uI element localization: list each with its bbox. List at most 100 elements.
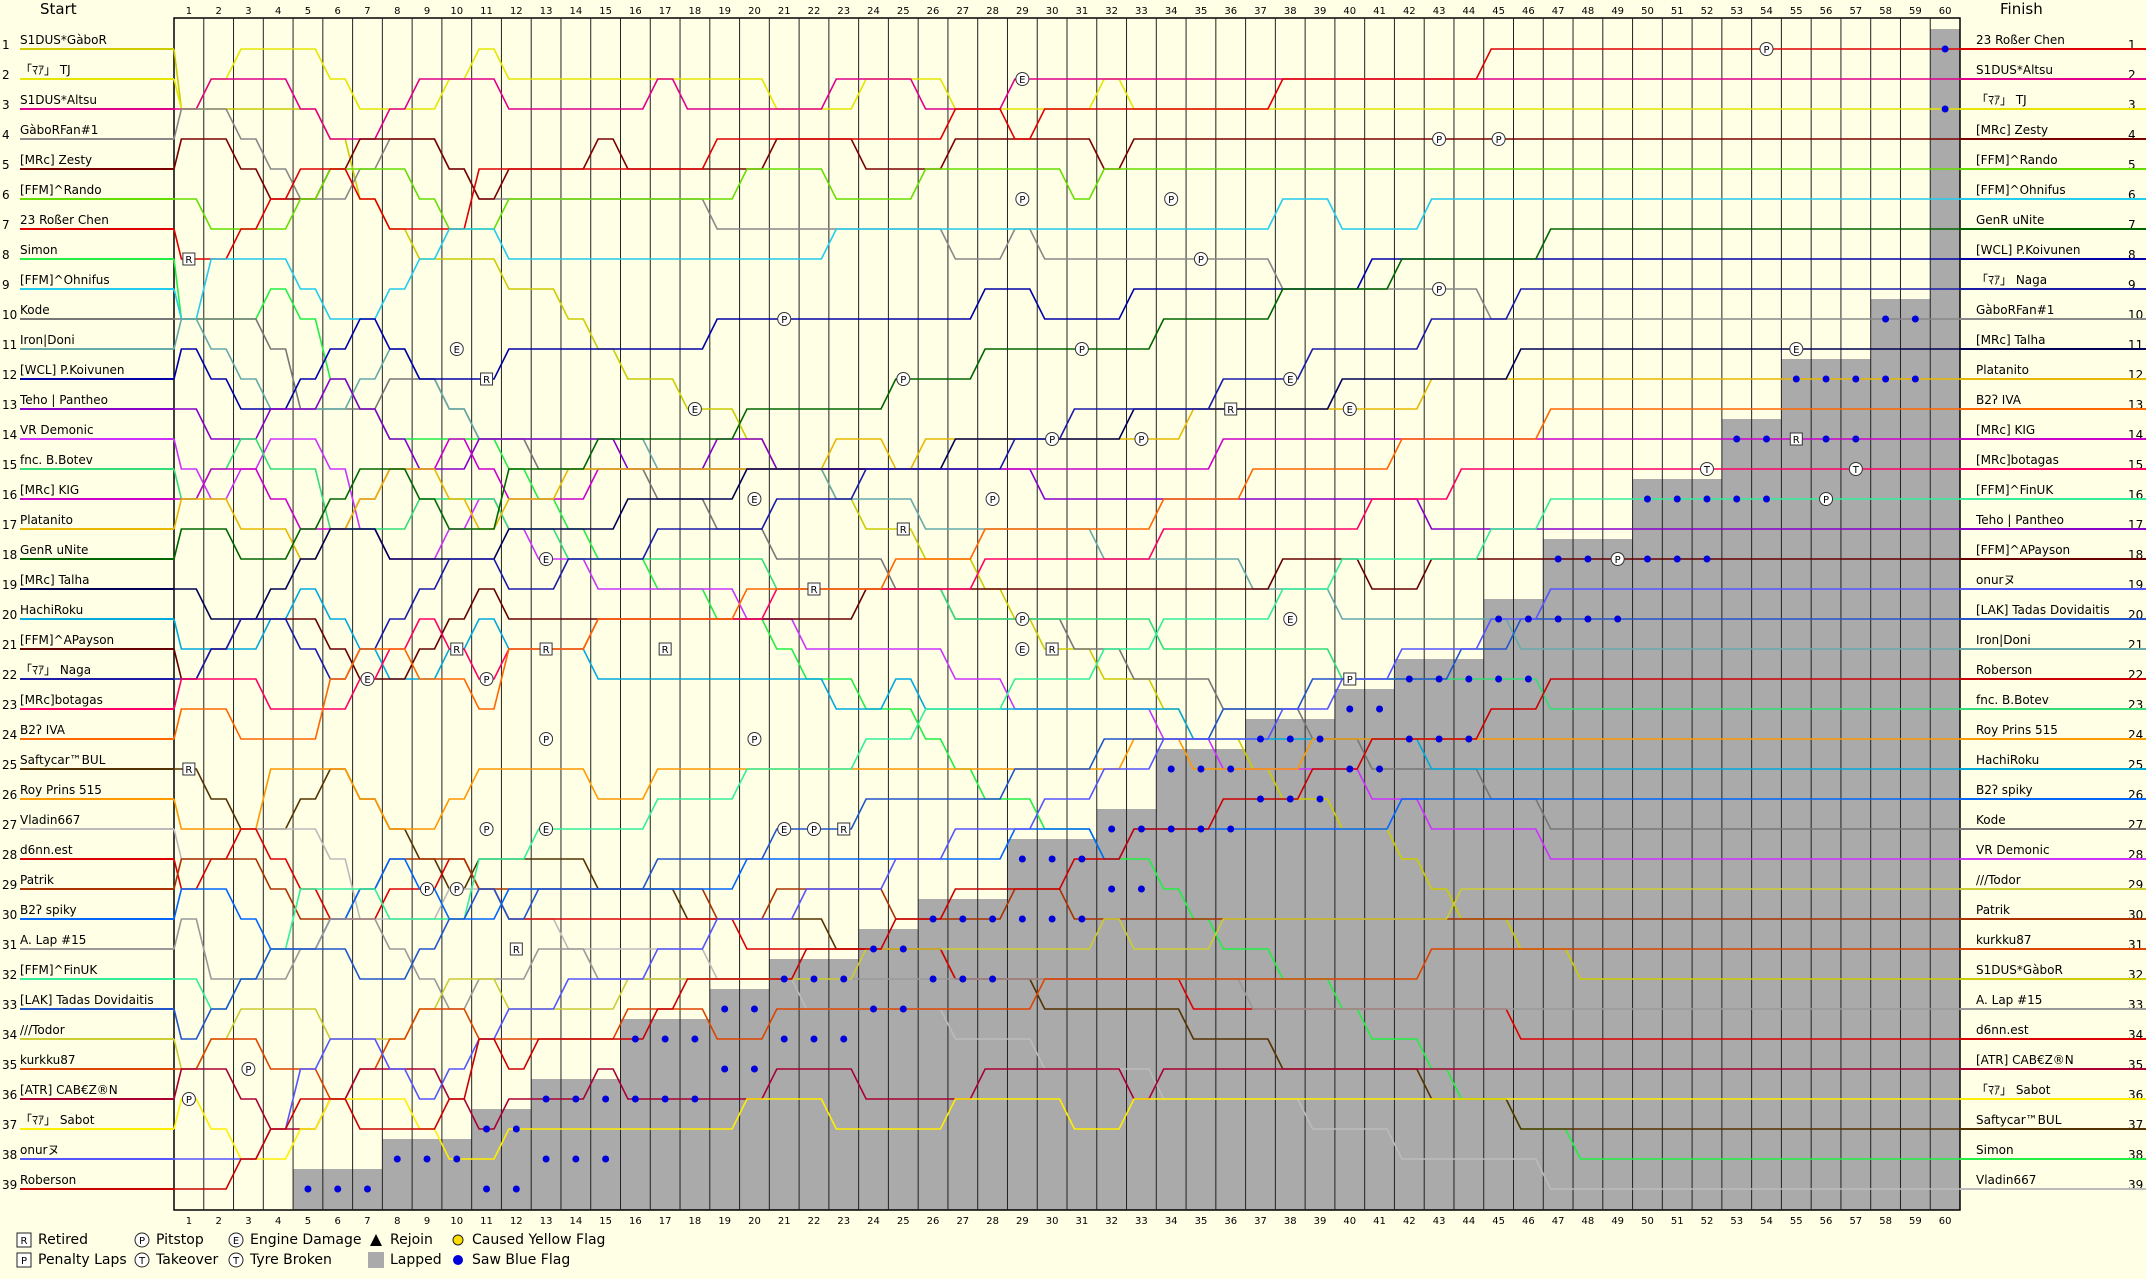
driver-position-line: [173, 618, 1960, 1040]
lapped-cell: [1305, 719, 1335, 1210]
lapped-cell: [650, 1019, 681, 1210]
lapped-cell: [1394, 659, 1425, 1210]
engine_damage-marker: [449, 342, 464, 356]
blue-flag-dot: [572, 1155, 580, 1163]
retired-marker: [1224, 402, 1238, 416]
driver-position-line: [173, 438, 1960, 710]
start-driver-label: [FFM]^Ohnifus: [20, 273, 110, 287]
pitstop-marker: [1491, 132, 1506, 146]
legend-engine-glyph: E: [233, 1236, 239, 1247]
lapped-cell: [858, 929, 889, 1210]
x-tick-top: 33: [1135, 6, 1148, 17]
blue-flag-dot: [929, 975, 937, 983]
blue-flag-dot: [1346, 705, 1354, 713]
blue-flag-dot: [1435, 735, 1443, 743]
blue-flag-dot: [1018, 915, 1026, 923]
x-tick-top: 19: [718, 6, 731, 17]
x-tick-top: 13: [540, 6, 553, 17]
x-tick-bottom: 27: [956, 1216, 969, 1227]
x-tick-bottom: 48: [1582, 1216, 1595, 1227]
finish-driver-label: Roy Prins 515: [1976, 723, 2058, 737]
finish-driver-label: kurkku87: [1976, 933, 2032, 947]
blue-flag-dot: [1673, 555, 1681, 563]
x-tick-bottom: 29: [1016, 1216, 1029, 1227]
x-tick-top: 8: [394, 6, 400, 17]
lapped-cell: [620, 1019, 651, 1210]
lapped-cell: [1067, 839, 1097, 1210]
start-driver-label: fnc. B.Botev: [20, 453, 93, 467]
start-driver-label: 「ﾏｱ」 TJ: [20, 63, 71, 77]
retired-marker: [1045, 642, 1059, 656]
finish-driver-label: [MRc] Zesty: [1976, 123, 2048, 137]
takeover-marker-glyph: T: [1703, 465, 1711, 476]
start-driver-label: kurkku87: [20, 1053, 76, 1067]
start-position-number: 2: [2, 68, 10, 82]
finish-driver-label: [FFM]^Rando: [1976, 153, 2058, 167]
x-tick-bottom: 58: [1879, 1216, 1892, 1227]
start-position-number: 15: [2, 458, 17, 472]
pitstop-marker-glyph: P: [781, 315, 787, 326]
x-tick-top: 27: [956, 6, 969, 17]
pitstop-marker: [1134, 432, 1149, 446]
pitstop-marker-glyph: P: [245, 1065, 251, 1076]
start-driver-label: 「ﾏｱ」 Naga: [20, 663, 91, 677]
position-lines: [173, 48, 1960, 1190]
engine_damage-marker-glyph: E: [454, 345, 460, 356]
x-tick-top: 11: [480, 6, 493, 17]
driver-position-line: [173, 588, 1960, 770]
engine_damage-marker: [747, 492, 762, 506]
pitstop-marker-glyph: P: [1168, 195, 1174, 206]
x-tick-bottom: 22: [808, 1216, 821, 1227]
start-driver-label: Patrik: [20, 873, 54, 887]
pitstop-marker-glyph: P: [1019, 615, 1025, 626]
blue-flag-dot: [989, 975, 997, 983]
finish-driver-label: HachiRoku: [1976, 753, 2039, 767]
pitstop-marker: [747, 732, 762, 746]
start-driver-label: Iron|Doni: [20, 333, 75, 347]
driver-position-line: [173, 138, 1960, 200]
blue-flag-dot: [1792, 375, 1800, 383]
blue-flag-dot: [929, 915, 937, 923]
blue-flag-dot: [1614, 615, 1622, 623]
x-tick-bottom: 25: [897, 1216, 910, 1227]
retired-marker: [480, 372, 494, 386]
x-tick-bottom: 38: [1284, 1216, 1297, 1227]
finish-driver-label: A. Lap #15: [1976, 993, 2042, 1007]
x-tick-top: 20: [748, 6, 761, 17]
blue-flag-dot: [1256, 735, 1264, 743]
retired-marker: [182, 252, 196, 266]
lapped-cell: [1245, 719, 1276, 1210]
blue-flag-dot: [750, 1005, 758, 1013]
blue-flag-dot: [1852, 435, 1860, 443]
blue-flag-dot: [1822, 435, 1830, 443]
x-tick-top: 25: [897, 6, 910, 17]
retired-marker-glyph: R: [840, 825, 847, 836]
legend-tyre-symbol: [228, 1252, 244, 1268]
engine_damage-marker-glyph: E: [692, 405, 698, 416]
finish-position-number: 6: [2128, 188, 2136, 202]
legend-pitstop-glyph: P: [139, 1236, 145, 1247]
start-driver-label: [MRc] Zesty: [20, 153, 92, 167]
blue-flag-dot: [631, 1035, 639, 1043]
driver-position-line: [173, 48, 1960, 260]
finish-position-number: 3: [2128, 98, 2136, 112]
blue-flag-dot: [840, 1035, 848, 1043]
finish-driver-label: Saftycar™BUL: [1976, 1113, 2062, 1127]
finish-driver-label: VR Demonic: [1976, 843, 2050, 857]
blue-flag-dot: [1286, 795, 1294, 803]
pitstop-marker-glyph: P: [1138, 435, 1144, 446]
pitstop-marker-glyph: P: [1823, 495, 1829, 506]
finish-driver-label: fnc. B.Botev: [1976, 693, 2049, 707]
driver-position-line: [173, 48, 1960, 980]
blue-flag-dot: [1018, 855, 1026, 863]
finish-driver-label: [MRc]botagas: [1976, 453, 2059, 467]
blue-flag-dot: [899, 1005, 907, 1013]
pitstop-marker: [1045, 432, 1060, 446]
blue-flag-dot: [899, 945, 907, 953]
driver-position-line: [174, 378, 1960, 530]
blue-flag-dot: [1703, 555, 1711, 563]
retired-marker: [509, 942, 523, 956]
x-tick-top: 14: [569, 6, 582, 17]
legend-penalty-symbol: [16, 1252, 32, 1268]
pitstop-marker-glyph: P: [1436, 135, 1442, 146]
